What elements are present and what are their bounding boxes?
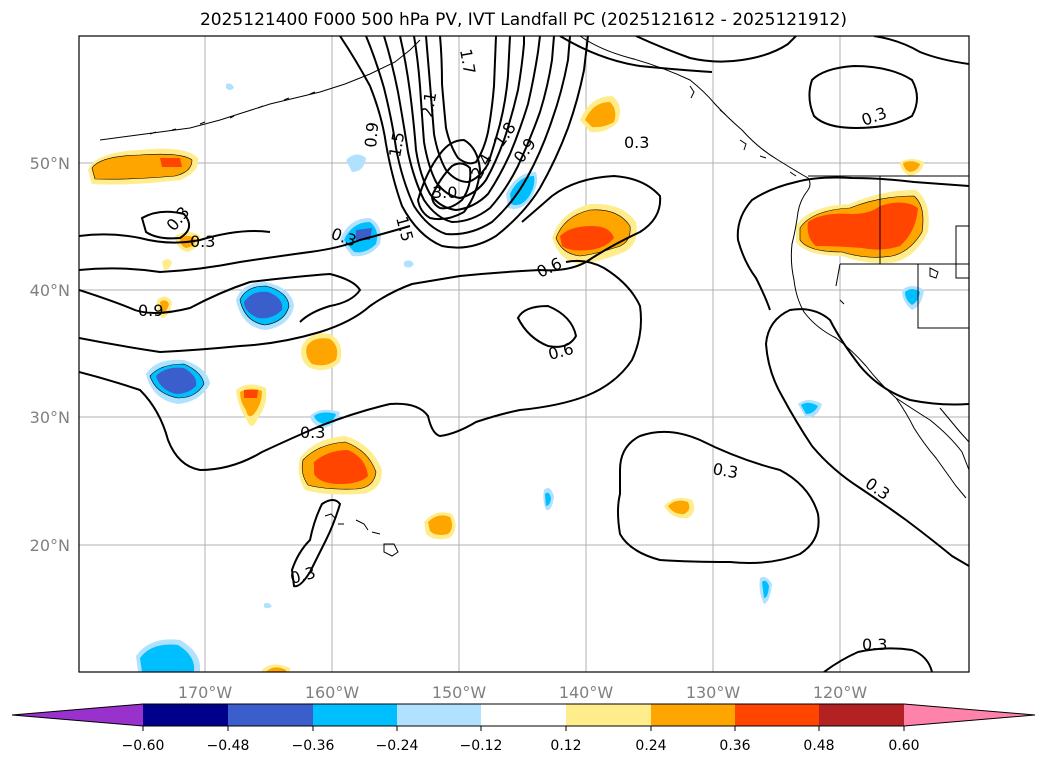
contour-label: 0.3 [190, 232, 215, 251]
colorbar-tick-label: −0.48 [207, 738, 250, 754]
lon-label: 160°W [305, 683, 360, 702]
colorbar-tick-label: −0.24 [376, 738, 419, 754]
contour-label: 0.3 [711, 459, 739, 482]
map-frame [78, 35, 970, 673]
colorbar-tick-label: −0.12 [460, 738, 503, 754]
lon-label: 170°W [178, 683, 233, 702]
colorbar-segment [481, 704, 566, 726]
colorbar-tick-label: 0.36 [719, 738, 750, 754]
colorbar-segment [397, 704, 481, 726]
contour-lines [79, 36, 969, 672]
colorbar-segment [228, 704, 313, 726]
graticule [79, 36, 969, 672]
lat-label: 30°N [30, 408, 70, 427]
contour-label: 0.3 [300, 423, 325, 442]
lat-label: 40°N [30, 281, 70, 300]
longitude-labels: 170°W 160°W 150°W 140°W 130°W 120°W [178, 683, 868, 702]
colorbar: −0.60 −0.48 −0.36 −0.24 −0.12 0.12 0.24 … [11, 703, 1036, 754]
colorbar-segment [735, 704, 819, 726]
colorbar-segment [566, 704, 651, 726]
contour-label: 0.3 [862, 635, 887, 654]
colorbar-segment [143, 704, 228, 726]
contour-label: 1.5 [385, 130, 408, 158]
colorbar-extend-high [904, 704, 1035, 726]
contour-label: 1.7 [456, 47, 479, 75]
lat-label: 20°N [30, 536, 70, 555]
latitude-labels: 50°N 40°N 30°N 20°N [30, 154, 70, 555]
colorbar-segment [651, 704, 735, 726]
map-title: 2025121400 F000 500 hPa PV, IVT Landfall… [199, 10, 847, 30]
colorbar-segment [313, 704, 397, 726]
lon-label: 140°W [559, 683, 614, 702]
fill-outlines [91, 153, 924, 490]
colorbar-tick-label: −0.36 [292, 738, 335, 754]
colorbar-tick-label: 0.24 [635, 738, 666, 754]
lat-label: 50°N [30, 154, 70, 173]
lon-label: 150°W [432, 683, 487, 702]
colorbar-segment [819, 704, 904, 726]
contour-label: 0.3 [624, 133, 649, 152]
lon-label: 120°W [813, 683, 868, 702]
negative-anomaly-fills [136, 83, 924, 672]
contour-label: 0.9 [138, 301, 163, 320]
lon-label: 130°W [686, 683, 741, 702]
colorbar-tick-label: 0.48 [803, 738, 834, 754]
contour-label: 0.9 [361, 121, 382, 148]
contour-label: 2.1 [417, 90, 440, 118]
colorbar-tick-label: 0.60 [888, 738, 919, 754]
colorbar-tick-label: −0.60 [122, 738, 165, 754]
map-area [79, 36, 969, 672]
contour-label: 3.0 [432, 183, 457, 202]
colorbar-tick-label: 0.12 [550, 738, 581, 754]
colorbar-extend-low [12, 704, 143, 726]
